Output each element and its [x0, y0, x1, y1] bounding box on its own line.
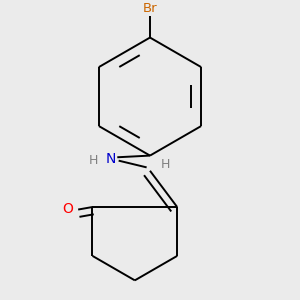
- Text: H: H: [160, 158, 170, 171]
- Text: O: O: [63, 202, 74, 216]
- Text: Br: Br: [143, 2, 157, 15]
- Text: H: H: [89, 154, 98, 167]
- Text: N: N: [106, 152, 116, 166]
